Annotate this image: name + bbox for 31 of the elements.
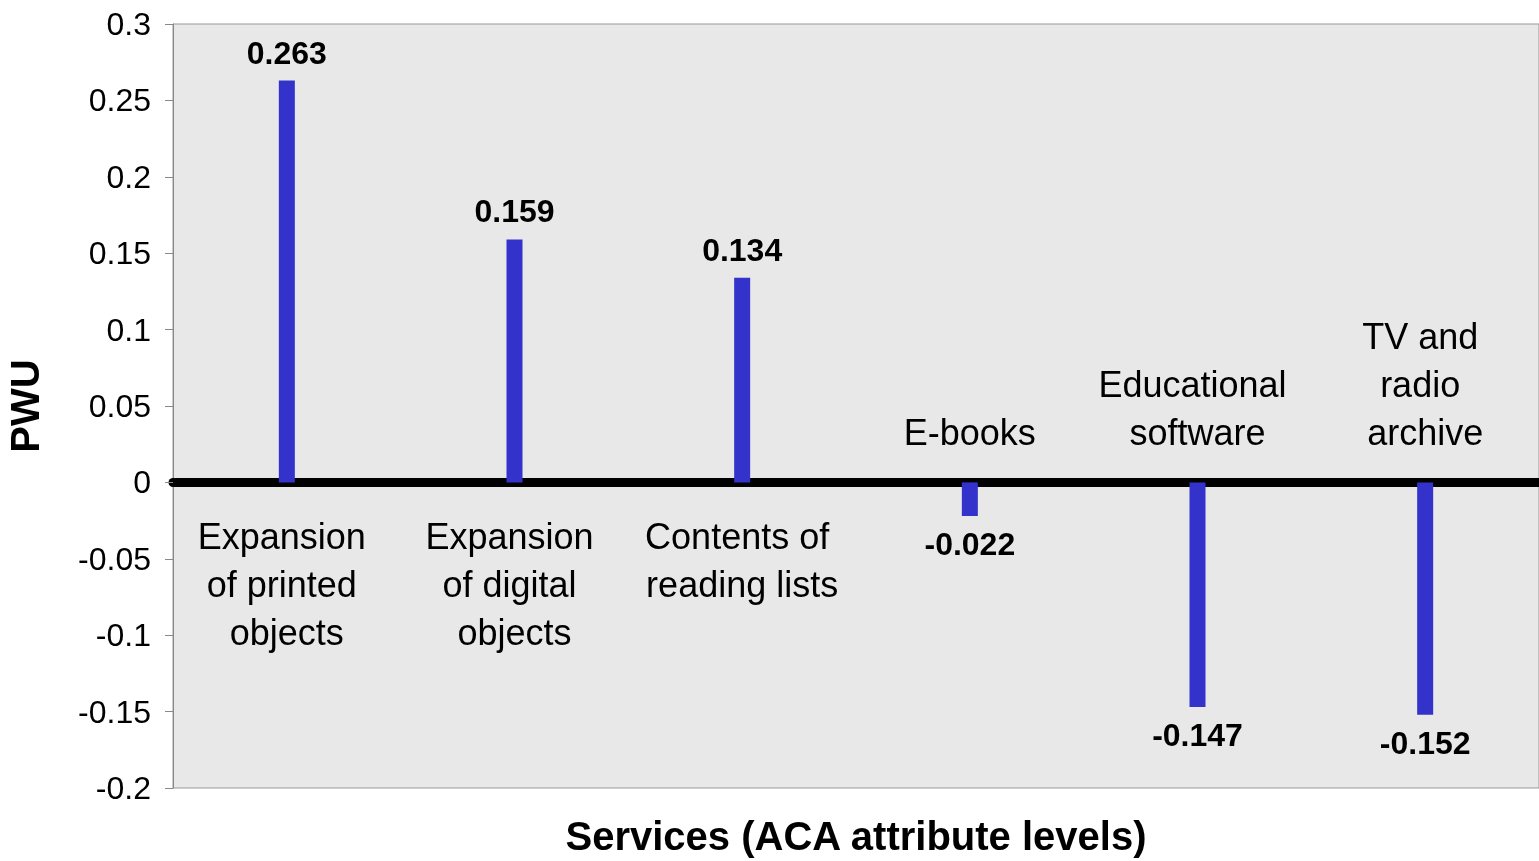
y-tick-label: 0.3: [106, 6, 151, 42]
bar: [961, 482, 978, 517]
data-label: -0.022: [924, 526, 1016, 563]
y-tick-label: 0.2: [106, 158, 151, 195]
y-tick-label: -0.05: [78, 540, 151, 577]
data-label: 0.159: [474, 193, 555, 230]
bar: [278, 80, 295, 483]
y-tick-label: 0.15: [88, 235, 151, 272]
data-label: -0.152: [1379, 724, 1471, 761]
bar: [506, 239, 523, 483]
bar: [734, 277, 751, 483]
x-tick-label: Contents of reading lists: [645, 515, 840, 605]
data-label: -0.147: [1152, 717, 1243, 754]
bar: [1189, 482, 1206, 708]
x-tick-label: Educational software: [1098, 363, 1297, 453]
y-tick-label: -0.2: [95, 770, 151, 806]
y-tick-label: 0.05: [88, 388, 151, 424]
y-axis-title: PWU: [3, 359, 47, 453]
data-label: 0.263: [246, 34, 327, 71]
data-label: 0.134: [702, 231, 783, 268]
x-tick-label: Expansion of printed objects: [197, 515, 376, 653]
x-tick-label: E-books: [903, 411, 1036, 453]
x-tick-label: TV and radio archive: [1362, 315, 1489, 453]
y-tick-label: -0.1: [95, 617, 151, 654]
y-tick-label: 0: [133, 464, 151, 501]
bar: [1417, 482, 1434, 715]
y-tick-label: 0.1: [106, 311, 151, 348]
x-axis-title: Services (ACA attribute levels): [565, 814, 1147, 858]
x-tick-label: Expansion of digital objects: [425, 515, 604, 653]
y-tick-label: -0.15: [78, 693, 151, 730]
y-tick-label: 0.25: [88, 82, 151, 119]
